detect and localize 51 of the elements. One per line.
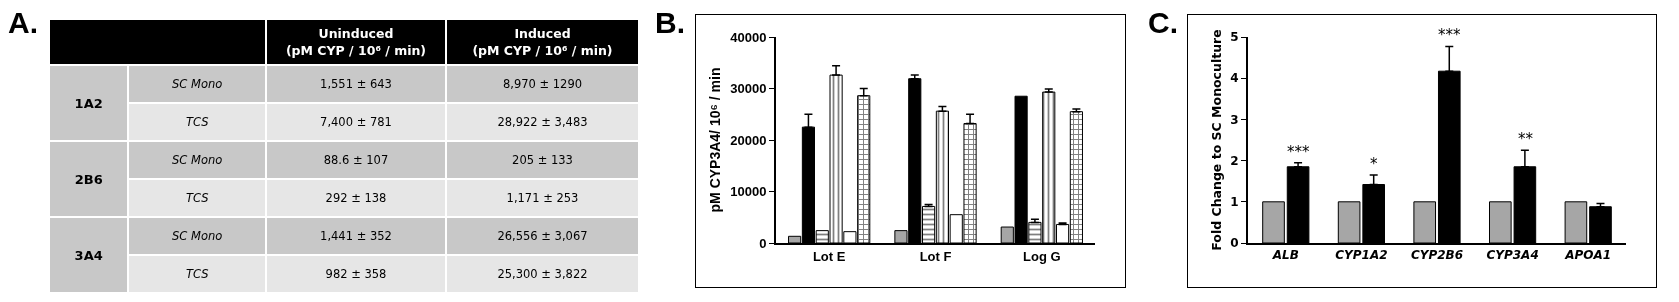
- chart-title: C.: [1148, 6, 1178, 40]
- y-tick-label: 1: [1230, 195, 1239, 209]
- text: SC Mono: [172, 77, 223, 91]
- y-tick-label: 10000: [730, 184, 767, 200]
- text: 2B6: [74, 171, 103, 187]
- text: 26,556 ± 3,067: [497, 229, 588, 243]
- text: 1A2: [74, 95, 103, 111]
- text: 7,400 ± 781: [320, 115, 392, 129]
- y-axis-title: pM CYP3A4/ 10⁶ / min: [707, 67, 724, 213]
- x-tick-label: APOA1: [1564, 248, 1612, 263]
- y-tick-label: 0: [759, 235, 767, 251]
- x-tick-label: ALB: [1271, 248, 1299, 263]
- text: 292 ± 138: [325, 191, 387, 205]
- text: SC Mono: [172, 153, 223, 167]
- annotation: *: [1370, 155, 1378, 173]
- x-tick-label: CYP3A4: [1486, 248, 1539, 263]
- x-tick-label: Lot E: [812, 248, 846, 264]
- text: TCS: [185, 267, 209, 281]
- text: 3A4: [74, 247, 103, 263]
- y-tick-label: 4: [1230, 71, 1239, 86]
- y-tick-label: 5: [1230, 30, 1239, 45]
- text: 88.6 ± 107: [323, 153, 389, 167]
- text: 1,551 ± 643: [320, 77, 392, 91]
- y-tick-label: 0: [1230, 236, 1239, 251]
- annotation: **: [1518, 130, 1534, 148]
- y-axis-title: Fold Change to SC Monoculture: [1208, 29, 1224, 251]
- text: 1,441 ± 352: [320, 229, 392, 243]
- text: TCS: [185, 191, 209, 205]
- text: 28,922 ± 3,483: [497, 115, 588, 129]
- x-tick-label: CYP2B6: [1410, 248, 1464, 263]
- text: 982 ± 358: [325, 267, 387, 281]
- y-tick-label: 3: [1230, 112, 1239, 127]
- y-tick-label: 30000: [730, 81, 767, 97]
- x-tick-label: Log G: [1023, 248, 1061, 264]
- annotation: ***: [1438, 26, 1461, 44]
- y-tick-label: 20000: [730, 132, 767, 148]
- text: 8,970 ± 1290: [502, 77, 583, 91]
- text: 205 ± 133: [512, 153, 573, 167]
- x-tick-label: CYP1A2: [1335, 248, 1388, 263]
- category-label: Uninduced (pM CYP / 10⁶ / min): [266, 19, 446, 65]
- y-tick-label: 40000: [730, 29, 767, 45]
- chart-title: B.: [655, 6, 685, 40]
- text: A.: [8, 6, 38, 40]
- text: 1,171 ± 253: [506, 191, 579, 205]
- y-tick-label: 2: [1230, 153, 1239, 168]
- text: SC Mono: [172, 229, 223, 243]
- x-tick-label: Lot F: [919, 248, 952, 264]
- category-label: Induced (pM CYP / 10⁶ / min): [446, 19, 639, 65]
- text: 25,300 ± 3,822: [497, 267, 588, 281]
- annotation: ***: [1287, 143, 1310, 161]
- text: TCS: [185, 115, 209, 129]
